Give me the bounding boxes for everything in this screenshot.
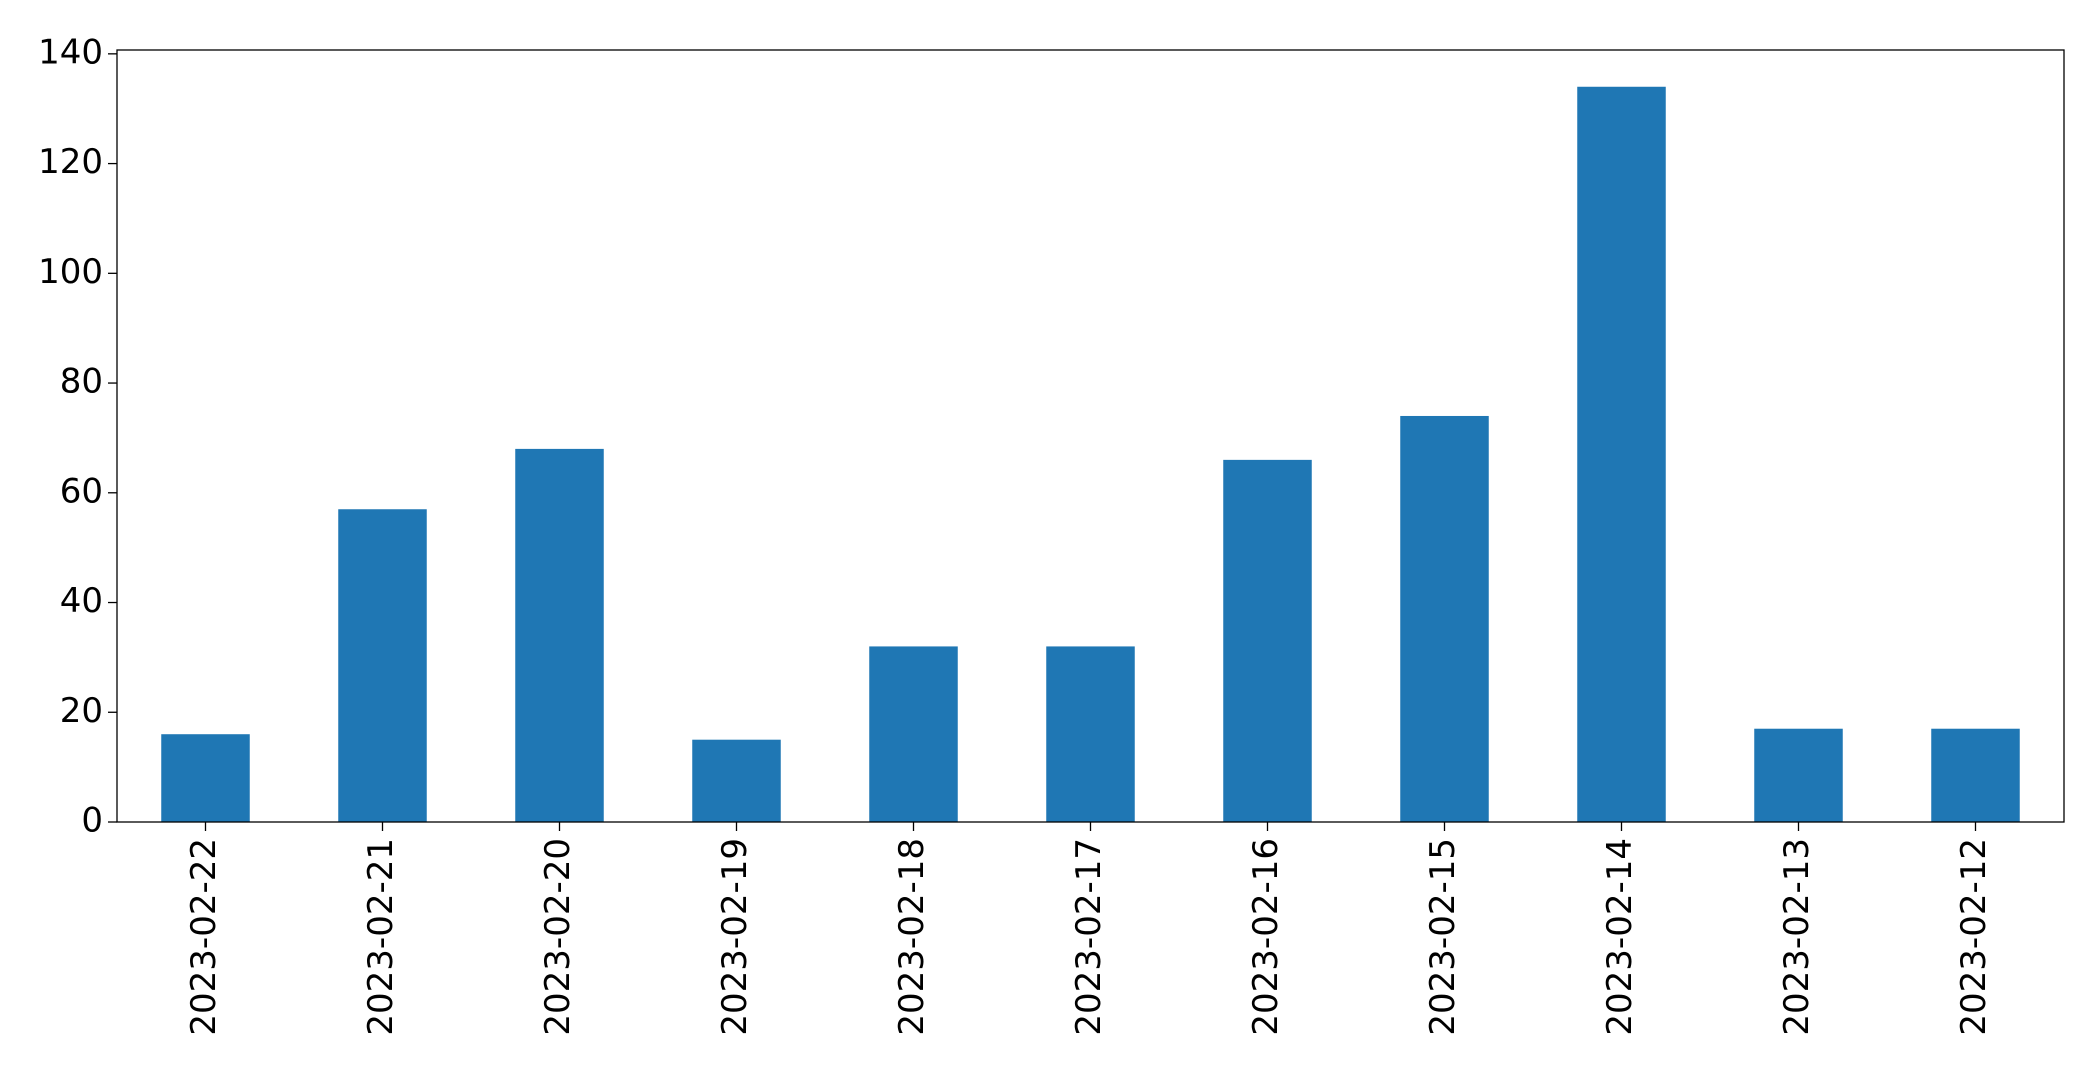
- bar: [1223, 459, 1312, 822]
- x-tick-label: 2023-02-16: [1246, 838, 1286, 1036]
- y-tick-label: 80: [60, 362, 103, 402]
- bar: [515, 448, 604, 822]
- x-tick-label: 2023-02-21: [361, 838, 401, 1036]
- y-tick-label: 0: [81, 801, 103, 841]
- bar: [338, 509, 427, 822]
- bar: [1046, 646, 1135, 822]
- y-tick-label: 60: [60, 471, 103, 511]
- bar: [161, 734, 250, 822]
- x-tick-label: 2023-02-19: [715, 838, 755, 1036]
- y-tick-label: 120: [38, 142, 103, 182]
- y-tick-label: 20: [60, 691, 103, 731]
- x-tick-label: 2023-02-17: [1069, 838, 1109, 1036]
- y-tick-label: 140: [38, 32, 103, 72]
- bar: [1754, 728, 1843, 822]
- plot-frame: [116, 49, 2065, 823]
- x-tick-label: 2023-02-12: [1954, 838, 1994, 1036]
- bar: [869, 646, 958, 822]
- x-tick-label: 2023-02-13: [1777, 838, 1817, 1036]
- x-tick-label: 2023-02-20: [538, 838, 578, 1036]
- y-tick-label: 100: [38, 252, 103, 292]
- x-tick-label: 2023-02-22: [184, 838, 224, 1036]
- bar: [1577, 86, 1666, 822]
- bar: [1400, 415, 1489, 822]
- bar: [692, 739, 781, 822]
- y-tick-label: 40: [60, 581, 103, 621]
- x-tick-label: 2023-02-18: [892, 838, 932, 1036]
- x-tick-label: 2023-02-15: [1423, 838, 1463, 1036]
- bar: [1931, 728, 2020, 822]
- x-tick-label: 2023-02-14: [1600, 838, 1640, 1036]
